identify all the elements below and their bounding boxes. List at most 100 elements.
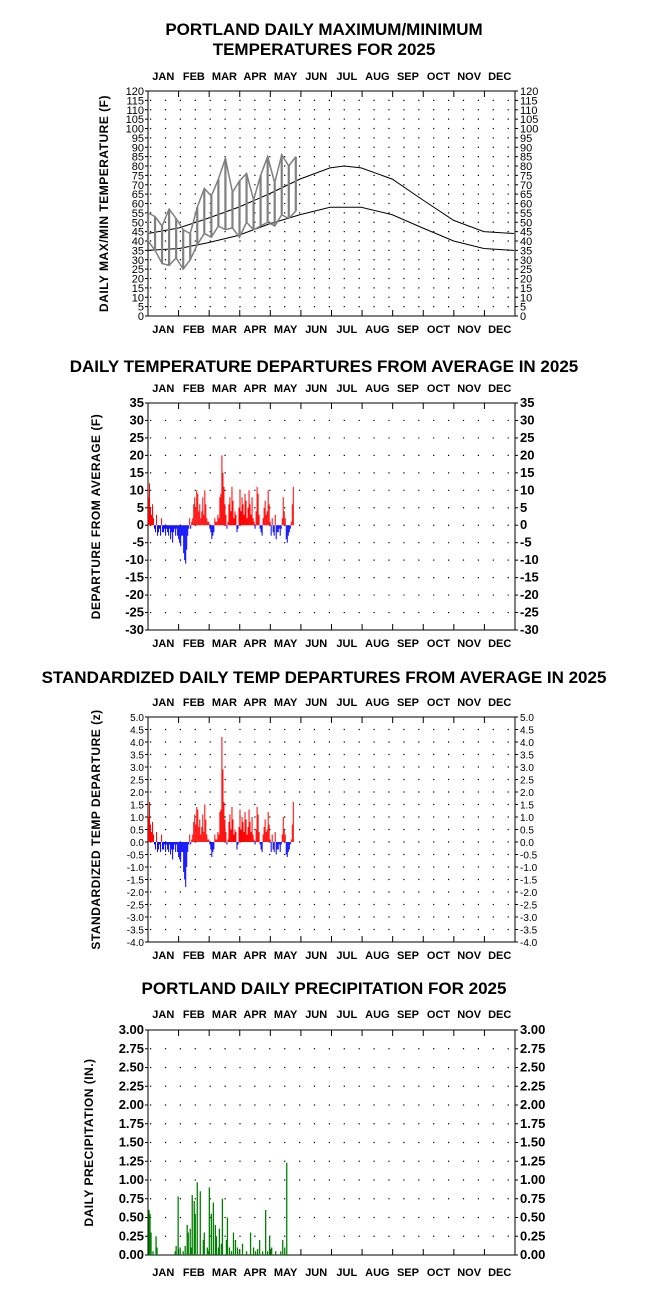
y-tick-label-right: 120 — [520, 86, 538, 98]
month-label-bottom: JUL — [336, 638, 357, 650]
departure-bar — [171, 525, 173, 533]
month-label-bottom: JUN — [305, 324, 327, 336]
departure-bar — [154, 525, 156, 529]
y-tick-label-left: -3.0 — [127, 913, 145, 924]
month-label-top: MAR — [212, 71, 237, 83]
month-label-bottom: FEB — [183, 638, 205, 650]
departure-bar — [173, 842, 175, 850]
month-label-top: FEB — [183, 697, 205, 709]
month-label-top: JUL — [336, 383, 357, 395]
departure-bar — [254, 842, 256, 845]
month-label-top: MAR — [212, 383, 237, 395]
departure-bar — [164, 842, 166, 845]
departure-bar — [165, 842, 167, 852]
departure-bar — [174, 525, 176, 529]
month-label-bottom: APR — [243, 324, 266, 336]
departure-bar — [227, 521, 229, 526]
departure-bar — [267, 490, 269, 526]
departure-bar — [285, 525, 287, 540]
departure-bar — [242, 822, 244, 842]
departure-bar — [232, 819, 234, 842]
departure-bar — [280, 525, 282, 529]
departure-bar — [229, 814, 231, 842]
departure-bar — [216, 839, 218, 842]
departure-bar — [271, 518, 273, 526]
departure-bar — [162, 525, 164, 533]
month-label-bottom: MAR — [212, 1267, 237, 1279]
departure-bar — [274, 514, 276, 526]
departure-bar — [155, 525, 157, 533]
departure-bar — [284, 834, 286, 842]
month-label-top: NOV — [457, 383, 482, 395]
y-tick-label-left: 25 — [130, 430, 144, 445]
departure-bar — [221, 455, 223, 526]
y-tick-label-right: 1.00 — [520, 1172, 545, 1187]
departure-bar — [275, 842, 277, 855]
departure-bar — [282, 817, 284, 842]
month-label-top: JAN — [152, 383, 174, 395]
month-label-top: SEP — [397, 383, 419, 395]
departure-bar — [187, 842, 189, 852]
departure-bar — [210, 525, 212, 533]
departure-bar — [160, 525, 162, 536]
y-tick-label-right: 70 — [520, 180, 532, 192]
departure-bar — [270, 842, 272, 852]
departure-bar — [214, 518, 216, 526]
y-tick-label-right: 25 — [520, 264, 532, 276]
departure-bar — [248, 809, 250, 842]
y-tick-label-left: 120 — [126, 86, 144, 98]
y-tick-label-right: -2.0 — [520, 888, 538, 899]
departure-bar — [253, 521, 255, 526]
chart-title-precip: PORTLAND DAILY PRECIPITATION FOR 2025 — [141, 979, 507, 998]
departure-bar — [276, 842, 278, 850]
departure-bar — [288, 842, 290, 850]
departure-bar — [194, 814, 196, 842]
departure-bar — [174, 842, 176, 845]
month-label-top: MAR — [212, 697, 237, 709]
y-tick-label-right: 85 — [520, 152, 532, 164]
departure-bar — [233, 518, 235, 526]
y-tick-label-left: 25 — [132, 264, 144, 276]
month-label-top: JUL — [336, 697, 357, 709]
month-label-bottom: FEB — [183, 324, 205, 336]
month-label-top: NOV — [457, 71, 482, 83]
departure-bar — [249, 504, 251, 526]
month-label-bottom: AUG — [365, 950, 389, 962]
y-tick-label-left: 3.5 — [130, 751, 144, 762]
month-label-bottom: NOV — [457, 638, 482, 650]
departure-bar — [236, 842, 238, 850]
plot-frame — [147, 90, 516, 317]
departure-bar — [188, 842, 190, 845]
departure-bar — [175, 525, 177, 536]
departure-bar — [162, 842, 164, 850]
y-tick-label-right: 0.0 — [520, 838, 534, 849]
y-tick-label-left: 35 — [132, 245, 144, 257]
departure-bar — [209, 842, 211, 845]
departure-bar — [283, 829, 285, 842]
departure-bar — [226, 525, 228, 529]
departure-bar — [243, 514, 245, 526]
departure-bar — [197, 809, 199, 842]
y-tick-label-left: 3.00 — [119, 1022, 144, 1037]
month-label-bottom: APR — [243, 1267, 266, 1279]
y-tick-label-right: 1.5 — [520, 801, 534, 812]
y-tick-label-left: 50 — [132, 217, 144, 229]
departure-bar — [235, 514, 237, 526]
y-tick-label-right: 4.5 — [520, 726, 534, 737]
departure-bar — [240, 511, 242, 526]
y-tick-label-left: 3.0 — [130, 763, 144, 774]
departure-bar — [215, 839, 217, 842]
y-tick-label-right: 2.0 — [520, 788, 534, 799]
y-tick-label-right: 0.75 — [520, 1191, 545, 1206]
departure-bar — [239, 809, 241, 842]
y-tick-label-right: 25 — [520, 430, 534, 445]
departure-bar — [213, 525, 215, 533]
y-tick-label-left: 0.0 — [130, 838, 144, 849]
y-tick-label-left: 2.75 — [119, 1041, 144, 1056]
y-tick-label-right: 0 — [520, 311, 526, 323]
departure-bar — [170, 842, 172, 855]
y-tick-label-left: 2.0 — [130, 788, 144, 799]
departure-bar — [204, 804, 206, 842]
y-tick-label-right: 2.75 — [520, 1041, 545, 1056]
y-tick-label-left: -20 — [125, 587, 144, 602]
